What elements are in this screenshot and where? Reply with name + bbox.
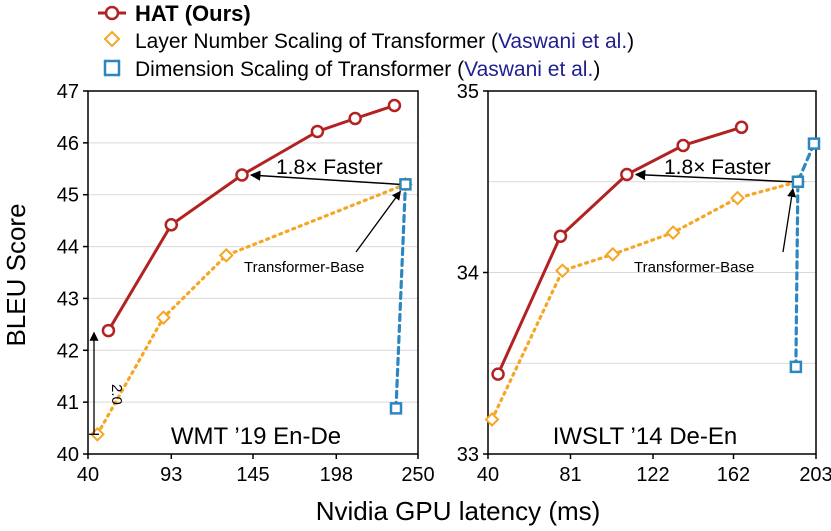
legend-hat-label: HAT (Ours) xyxy=(135,1,251,26)
y-tick-label: 34 xyxy=(457,263,479,285)
y-tick-label: 45 xyxy=(57,185,79,207)
data-point-hat xyxy=(235,168,249,182)
panel-title: WMT ’19 En-De xyxy=(171,423,341,450)
series-line-dim xyxy=(394,182,408,410)
series-line-hat xyxy=(107,104,395,332)
data-point-hat xyxy=(348,111,362,126)
y-axis-title: BLEU Score xyxy=(1,203,31,346)
data-point-dim xyxy=(791,175,805,188)
y-tick-label: 44 xyxy=(57,237,79,259)
legend-dim-marker xyxy=(103,59,121,77)
data-point-layer xyxy=(484,412,500,427)
x-tick-label: 145 xyxy=(236,464,269,486)
x-tick-label: 250 xyxy=(401,464,434,486)
baseline-arrow xyxy=(355,190,401,253)
y-tick-label: 43 xyxy=(57,288,79,310)
panel-title: IWSLT ’14 De-En xyxy=(553,423,738,450)
x-tick-label: 162 xyxy=(717,464,750,486)
y-tick-label: 40 xyxy=(57,444,79,466)
legend-layer-marker xyxy=(103,30,121,48)
data-point-hat xyxy=(734,120,749,135)
series-line-dim xyxy=(794,142,816,369)
panel-iwslt: 33 34 35 40 81 122 162 203 1.8× Faster Transforme… xyxy=(457,81,831,486)
x-tick-label: 198 xyxy=(320,464,353,486)
series-line-layer xyxy=(490,180,800,422)
data-point-layer xyxy=(730,190,745,206)
y-tick-label: 47 xyxy=(57,81,79,103)
y-tick-label: 46 xyxy=(57,133,79,155)
legend-dim-label: Dimension Scaling of Transformer (Vaswan… xyxy=(135,58,600,81)
data-point-layer xyxy=(218,247,234,263)
speedup-arrow xyxy=(249,170,400,186)
y-tick-label: 42 xyxy=(57,340,79,362)
legend-layer-label: Layer Number Scaling of Transformer (Vas… xyxy=(135,30,634,53)
data-point-dim xyxy=(807,137,821,150)
data-point-hat xyxy=(310,124,325,139)
x-tick-label: 93 xyxy=(160,464,182,486)
data-point-layer xyxy=(555,263,570,279)
data-point-dim xyxy=(389,402,403,415)
data-point-hat xyxy=(676,138,690,153)
data-point-hat xyxy=(387,98,402,113)
baseline-label: Transformer-Base xyxy=(244,259,364,276)
data-point-dim xyxy=(399,178,412,191)
y-tick-label: 33 xyxy=(457,444,479,466)
baseline-arrow xyxy=(782,187,797,253)
data-point-layer xyxy=(156,310,171,326)
data-point-hat xyxy=(101,323,116,338)
gap-label: 2.0 xyxy=(108,384,125,405)
data-point-layer xyxy=(665,225,681,240)
series-line-layer xyxy=(95,182,408,436)
data-point-dim xyxy=(789,360,803,374)
x-axis-title: Nvidia GPU latency (ms) xyxy=(316,496,601,526)
legend: HAT (Ours) Layer Number Scaling of Trans… xyxy=(98,1,634,81)
x-tick-label: 40 xyxy=(77,464,99,486)
legend-hat-marker xyxy=(104,5,120,21)
data-point-hat xyxy=(491,367,505,381)
x-tick-label: 40 xyxy=(477,464,499,486)
speedup-arrow xyxy=(634,169,792,183)
baseline-label: Transformer-Base xyxy=(634,259,754,276)
data-point-hat xyxy=(620,167,634,182)
x-tick-label: 122 xyxy=(636,464,669,486)
y-tick-label: 35 xyxy=(457,81,479,103)
speedup-label: 1.8× Faster xyxy=(276,156,383,179)
data-point-hat xyxy=(164,218,179,232)
y-tick-label: 41 xyxy=(57,392,79,414)
speedup-label: 1.8× Faster xyxy=(664,156,771,179)
x-tick-label: 81 xyxy=(559,464,581,486)
panel-wmt: 40 41 42 43 44 45 46 47 40 93 145 198 250 1.8× Faster… xyxy=(57,81,435,486)
data-point-hat xyxy=(553,229,568,243)
data-point-layer xyxy=(605,246,621,262)
x-tick-label: 203 xyxy=(799,464,831,486)
